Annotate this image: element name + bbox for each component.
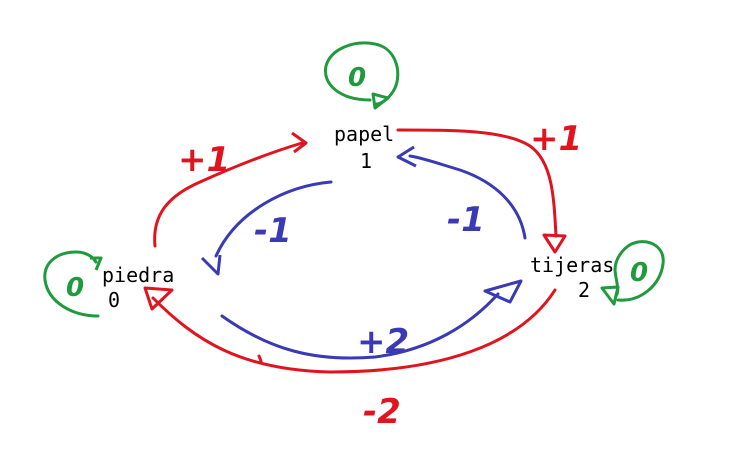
edge-papel-to-tijeras-line: [396, 128, 558, 238]
node-tijeras-name: tijeras: [530, 253, 614, 277]
edge-tijeras-to-papel-line: [408, 154, 527, 240]
self-loop-papel-arrowhead: [371, 92, 390, 110]
self-loop-piedra-arrowhead: [90, 256, 103, 271]
edge-piedra-to-papel-arrowhead: [291, 131, 308, 154]
self-loop-tijeras-arrowhead: [600, 285, 620, 306]
edge-piedra-to-papel-label: +1: [178, 140, 230, 180]
edge-tijeras-to-piedra: -2: [143, 286, 557, 432]
self-loop-tijeras-label: 0: [630, 258, 648, 288]
self-loop-tijeras-line: [613, 240, 665, 302]
edge-piedra-to-tijeras-line: [220, 292, 500, 360]
edge-piedra-to-papel-line: [153, 141, 304, 248]
self-loop-piedra: 0: [43, 250, 103, 318]
node-piedra-value: 0: [108, 288, 120, 312]
edge-papel-to-piedra-line: [214, 180, 333, 258]
edge-papel-to-tijeras-label: +1: [530, 119, 582, 159]
node-papel: papel 1: [334, 122, 394, 173]
self-loop-piedra-label: 0: [66, 273, 84, 303]
edge-papel-to-tijeras: +1: [396, 119, 582, 254]
edge-tijeras-to-piedra-tick: [257, 354, 263, 363]
self-loop-papel: 0: [323, 41, 400, 110]
node-tijeras: tijeras 2: [530, 253, 614, 302]
edge-papel-to-piedra: -1: [200, 180, 333, 276]
node-piedra-name: piedra: [102, 263, 174, 287]
node-piedra: piedra 0: [102, 263, 174, 312]
edge-tijeras-to-piedra-arrowhead: [143, 286, 174, 311]
edge-piedra-to-tijeras-arrowhead: [483, 279, 523, 304]
self-loop-papel-line: [323, 41, 400, 106]
node-papel-name: papel: [334, 122, 394, 146]
edge-tijeras-to-piedra-label: -2: [363, 392, 401, 432]
edge-tijeras-to-papel-label: -1: [447, 200, 485, 240]
edge-piedra-to-papel: +1: [153, 131, 308, 248]
edge-tijeras-to-piedra-line: [151, 288, 557, 374]
self-loop-tijeras: 0: [600, 240, 665, 306]
edge-papel-to-piedra-label: -1: [254, 211, 292, 251]
self-loop-piedra-line: [43, 250, 100, 318]
edge-tijeras-to-papel: -1: [396, 145, 527, 240]
node-tijeras-value: 2: [578, 278, 590, 302]
self-loop-papel-label: 0: [348, 63, 366, 93]
edge-tijeras-to-papel-arrowhead: [396, 145, 417, 168]
edge-papel-to-tijeras-arrowhead: [542, 233, 567, 254]
node-papel-value: 1: [360, 149, 372, 173]
edge-piedra-to-tijeras-label: +2: [357, 322, 409, 362]
edge-piedra-to-tijeras: +2: [220, 279, 523, 362]
edge-papel-to-piedra-arrowhead: [200, 254, 222, 276]
